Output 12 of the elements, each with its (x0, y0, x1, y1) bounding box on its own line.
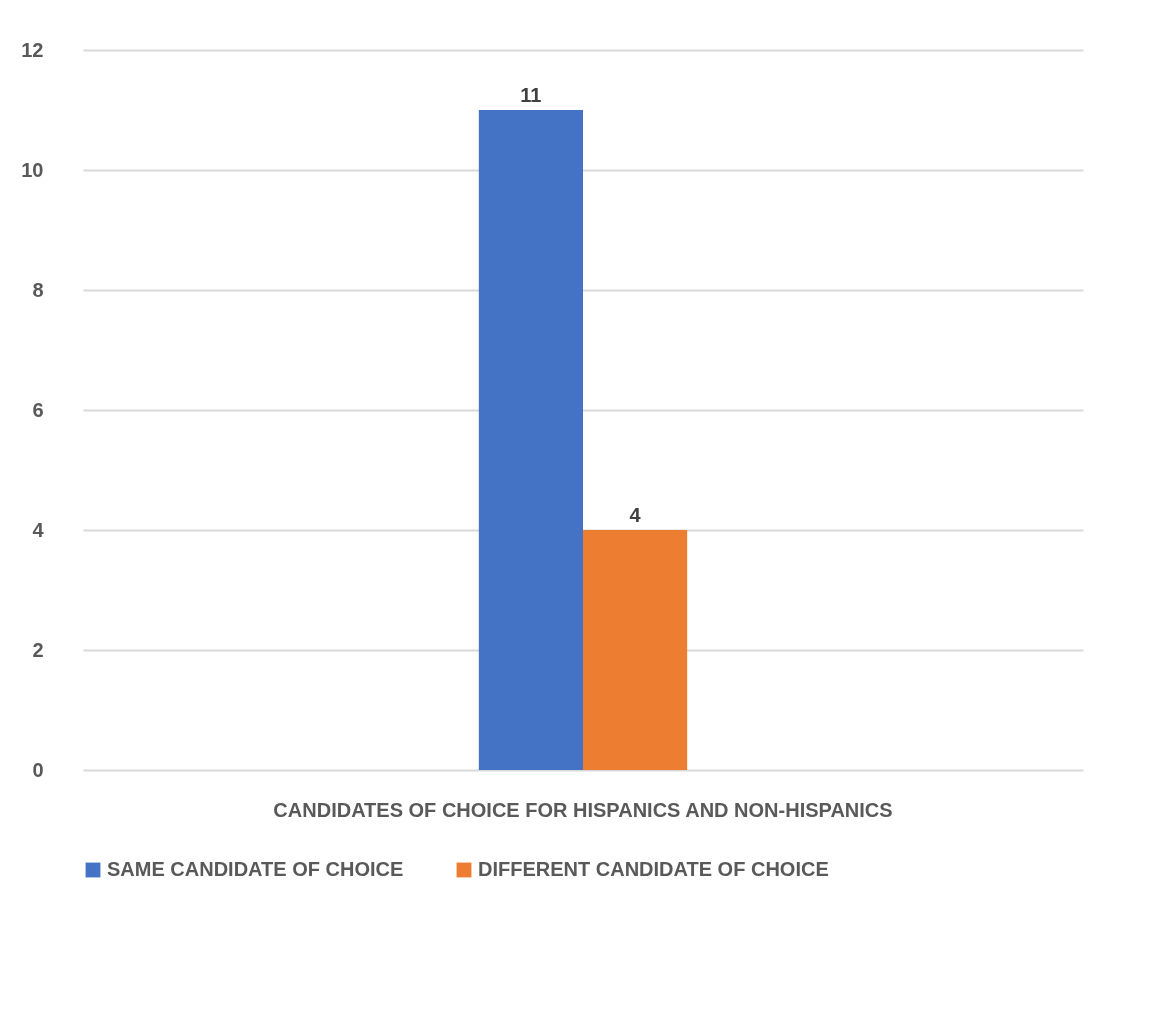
data-label: 11 (520, 84, 542, 106)
y-tick-label: 4 (32, 518, 45, 541)
x-tick-label: CANDIDATES OF CHOICE FOR HISPANICS AND NON-HISPANICS (273, 798, 893, 821)
y-tick-label: 8 (32, 278, 44, 301)
y-tick-label: 2 (32, 638, 44, 661)
legend-label: DIFFERENT CANDIDATE OF CHOICE (478, 858, 829, 880)
y-tick-label: 10 (21, 158, 44, 181)
legend-label: SAME CANDIDATE OF CHOICE (107, 858, 404, 880)
y-tick-label: 12 (21, 38, 44, 61)
y-tick-label: 0 (32, 758, 44, 781)
y-tick-label: 6 (32, 398, 44, 421)
data-label: 4 (629, 504, 642, 526)
